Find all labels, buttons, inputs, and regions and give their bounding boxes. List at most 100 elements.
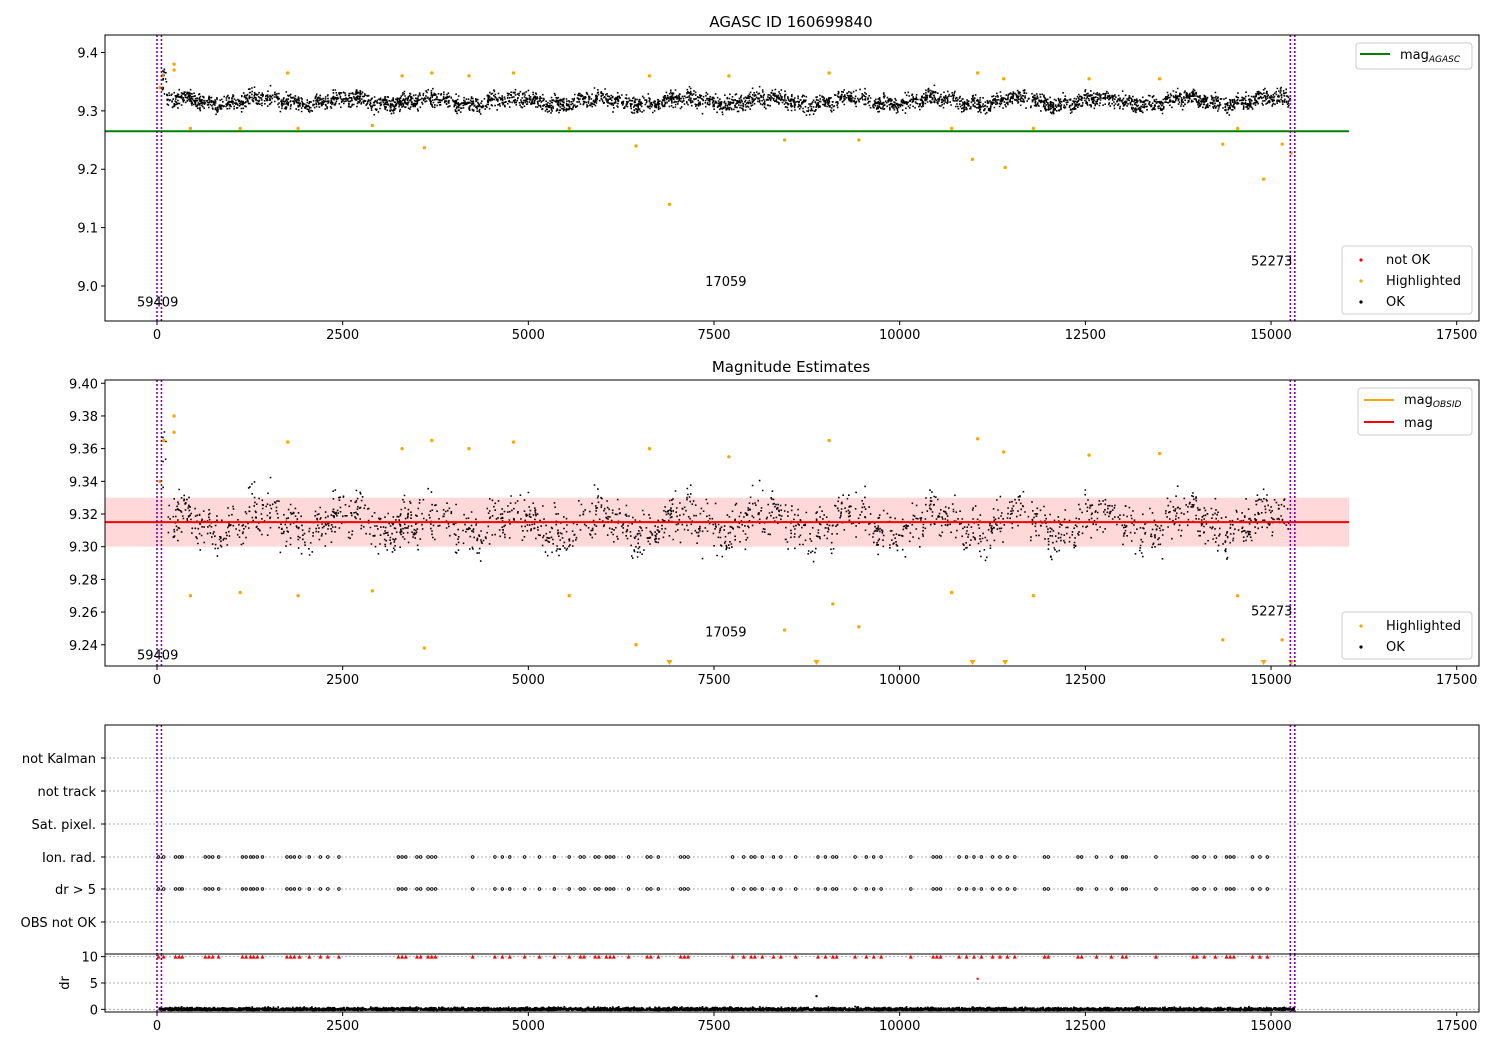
flag-point (207, 887, 211, 891)
observation-annotation: 59409 (137, 295, 178, 310)
flag-point (161, 855, 166, 859)
x-tick-label: 2500 (326, 328, 359, 343)
observation-annotation: 52273 (1251, 255, 1292, 270)
dr-clipped-marker (414, 954, 419, 959)
plot-frame (104, 953, 1480, 1013)
dr-clipped-marker (1012, 954, 1017, 959)
dr-clipped-marker (426, 954, 431, 959)
highlighted-point (238, 126, 242, 131)
flag-point (255, 887, 259, 891)
flag-point (608, 887, 612, 891)
legend-upper: magOBSID mag (1357, 387, 1473, 436)
flag-point (909, 855, 913, 859)
flag-point (938, 887, 943, 891)
flag-point (612, 887, 616, 891)
flag-point (1079, 887, 1084, 891)
observation-annotation: 59409 (137, 648, 178, 663)
flag-point (831, 887, 835, 891)
flag-point (823, 887, 828, 891)
flag-point (604, 855, 609, 859)
dr-clipped-marker (1250, 954, 1255, 959)
legend-lower: Highlighted OK (1341, 611, 1473, 660)
dr-clipped-marker (931, 954, 936, 959)
flag-point (931, 887, 935, 891)
dr-clipped-marker (604, 954, 609, 959)
dr-clipped-marker (537, 954, 542, 959)
category-label: not track (37, 785, 96, 800)
flag-point (260, 855, 265, 859)
highlighted-point (647, 74, 652, 78)
highlighted-point (172, 430, 176, 434)
flag-point (203, 887, 207, 891)
flag-point (1079, 855, 1084, 859)
x-tick-label: 15000 (1250, 1019, 1291, 1034)
flag-point (645, 855, 649, 859)
highlighted-point (1280, 142, 1284, 146)
highlighted-point (831, 602, 835, 606)
flag-point (645, 887, 649, 891)
flag-point (1046, 887, 1050, 891)
svg-text:magOBSID: magOBSID (1404, 393, 1462, 410)
legend-subscript: OBSID (1433, 400, 1462, 410)
x-tick-label: 5000 (512, 328, 545, 343)
flag-point (935, 887, 939, 891)
dr-clipped-marker (771, 954, 776, 959)
highlighted-point (1087, 77, 1091, 81)
dr-clipped-marker (173, 954, 178, 959)
flag-point (297, 855, 302, 859)
dr-clipped-marker (730, 954, 735, 959)
flag-point (1224, 855, 1229, 859)
flag-point (816, 887, 820, 891)
flag-point (1154, 887, 1158, 891)
dr-clipped-marker (336, 954, 341, 959)
flag-point (760, 855, 764, 859)
dr-clipped-marker (864, 954, 869, 959)
observation-annotation: 17059 (705, 626, 746, 641)
flag-point (522, 887, 527, 891)
x-tick-label: 10000 (879, 1019, 920, 1034)
observation-annotation: 17059 (705, 275, 746, 290)
flag-point (1191, 855, 1195, 859)
dr-clipped-marker (741, 954, 746, 959)
dr-clipped-marker (938, 954, 943, 959)
dr-clipped-marker (823, 954, 828, 959)
flag-point (964, 855, 969, 859)
dr-clipped-marker (203, 954, 208, 959)
panel-flags: not Kalman not track Sat. pixel. Ion. rad. d… (21, 724, 1480, 955)
category-label: OBS not OK (21, 916, 97, 931)
flag-point (749, 855, 753, 859)
highlighted-point (949, 590, 954, 595)
flag-point (255, 855, 259, 859)
flag-point (749, 887, 753, 891)
highlighted-point (286, 440, 290, 444)
x-tick-label: 17500 (1436, 673, 1477, 688)
flag-point (682, 887, 687, 891)
dr-clipped-marker (1124, 954, 1129, 959)
flag-point (853, 887, 857, 891)
flag-point (678, 887, 683, 891)
y-tick-label: 9.38 (69, 410, 98, 425)
x-tick-label: 7500 (697, 1019, 730, 1034)
flag-point (418, 855, 423, 859)
dr-clipped-marker (507, 954, 512, 959)
flag-point (990, 855, 995, 859)
legend-label: mag (1400, 48, 1429, 63)
y-tick-label: 9.2 (77, 163, 98, 178)
dr-clipped-marker (1194, 954, 1199, 959)
highlighted-point (238, 590, 242, 595)
flag-point (990, 887, 995, 891)
flag-point (597, 887, 601, 891)
dr-clipped-marker (578, 954, 583, 959)
flag-point (210, 855, 215, 859)
flag-point (1258, 855, 1262, 859)
dr-clipped-marker (288, 954, 293, 959)
highlighted-point (370, 123, 375, 128)
flag-point (686, 887, 690, 891)
flag-point (1094, 887, 1099, 891)
dr-clipped-marker (567, 954, 572, 959)
flag-point (426, 887, 430, 891)
flag-point (649, 855, 653, 859)
dr-points (158, 1005, 1296, 1012)
flag-point (180, 887, 184, 891)
highlighted-point (430, 438, 434, 443)
